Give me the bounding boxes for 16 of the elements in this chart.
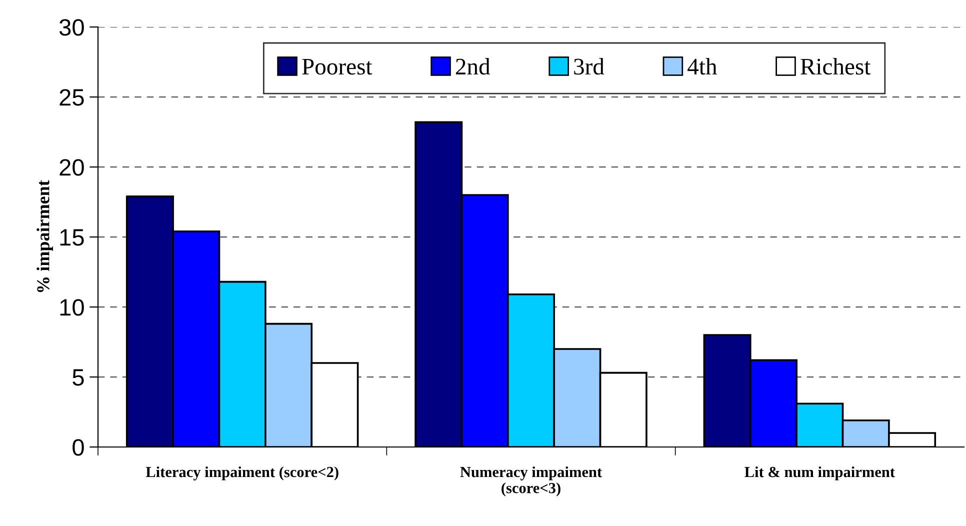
legend-label: Poorest <box>302 58 372 75</box>
x-tick-label: Numeracy impaiment (score<3) <box>460 466 602 496</box>
legend-label: 4th <box>688 58 717 75</box>
y-tick-label: 15 <box>60 229 84 246</box>
y-axis-title: % impairment <box>36 180 53 292</box>
legend-label: Richest <box>800 58 871 75</box>
y-tick-label: 30 <box>59 19 84 36</box>
y-tick-label: 0 <box>72 439 84 456</box>
legend-label: 2nd <box>456 58 490 75</box>
y-tick-label: 5 <box>72 369 84 386</box>
y-tick-label: 25 <box>60 89 84 106</box>
legend-label: 3rd <box>574 58 604 75</box>
x-tick-label: Lit & num impairment <box>744 466 895 480</box>
y-tick-label: 20 <box>60 159 84 176</box>
y-tick-label: 10 <box>60 299 84 316</box>
x-tick-label: Literacy impaiment (score<2) <box>146 466 338 480</box>
